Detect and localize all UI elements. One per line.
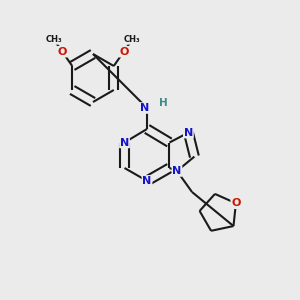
Text: N: N	[120, 137, 129, 148]
Text: N: N	[142, 176, 152, 186]
Text: H: H	[159, 98, 168, 109]
Text: CH₃: CH₃	[124, 35, 140, 44]
Text: O: O	[58, 47, 67, 57]
Text: O: O	[119, 47, 128, 57]
Text: N: N	[172, 166, 182, 176]
Text: N: N	[184, 128, 193, 138]
Text: O: O	[231, 198, 241, 208]
Text: N: N	[140, 103, 149, 113]
Text: CH₃: CH₃	[46, 35, 62, 44]
